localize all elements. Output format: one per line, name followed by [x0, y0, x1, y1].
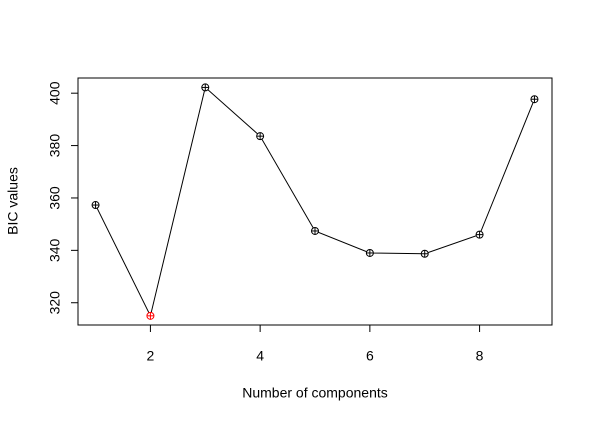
point-marker [365, 248, 374, 257]
x-tick-label: 6 [366, 348, 374, 364]
point-marker [475, 230, 484, 239]
x-tick-label: 4 [256, 348, 264, 364]
y-tick-label: 400 [47, 81, 63, 105]
point-marker [256, 132, 265, 141]
y-tick-label: 380 [47, 134, 63, 158]
point-marker [201, 83, 210, 92]
series-line [95, 86, 535, 318]
point-marker [91, 201, 100, 210]
y-tick-label: 340 [47, 238, 63, 262]
point-marker [146, 311, 155, 320]
point-marker [420, 249, 429, 258]
y-axis-label: BIC values [5, 167, 21, 235]
x-tick-label: 2 [147, 348, 155, 364]
x-axis-label: Number of components [242, 385, 388, 401]
x-tick-label: 8 [476, 348, 484, 364]
point-marker [311, 226, 319, 235]
y-tick-label: 360 [47, 186, 63, 210]
y-tick-label: 320 [47, 291, 63, 315]
plot-box [77, 77, 553, 326]
point-marker [530, 95, 539, 104]
